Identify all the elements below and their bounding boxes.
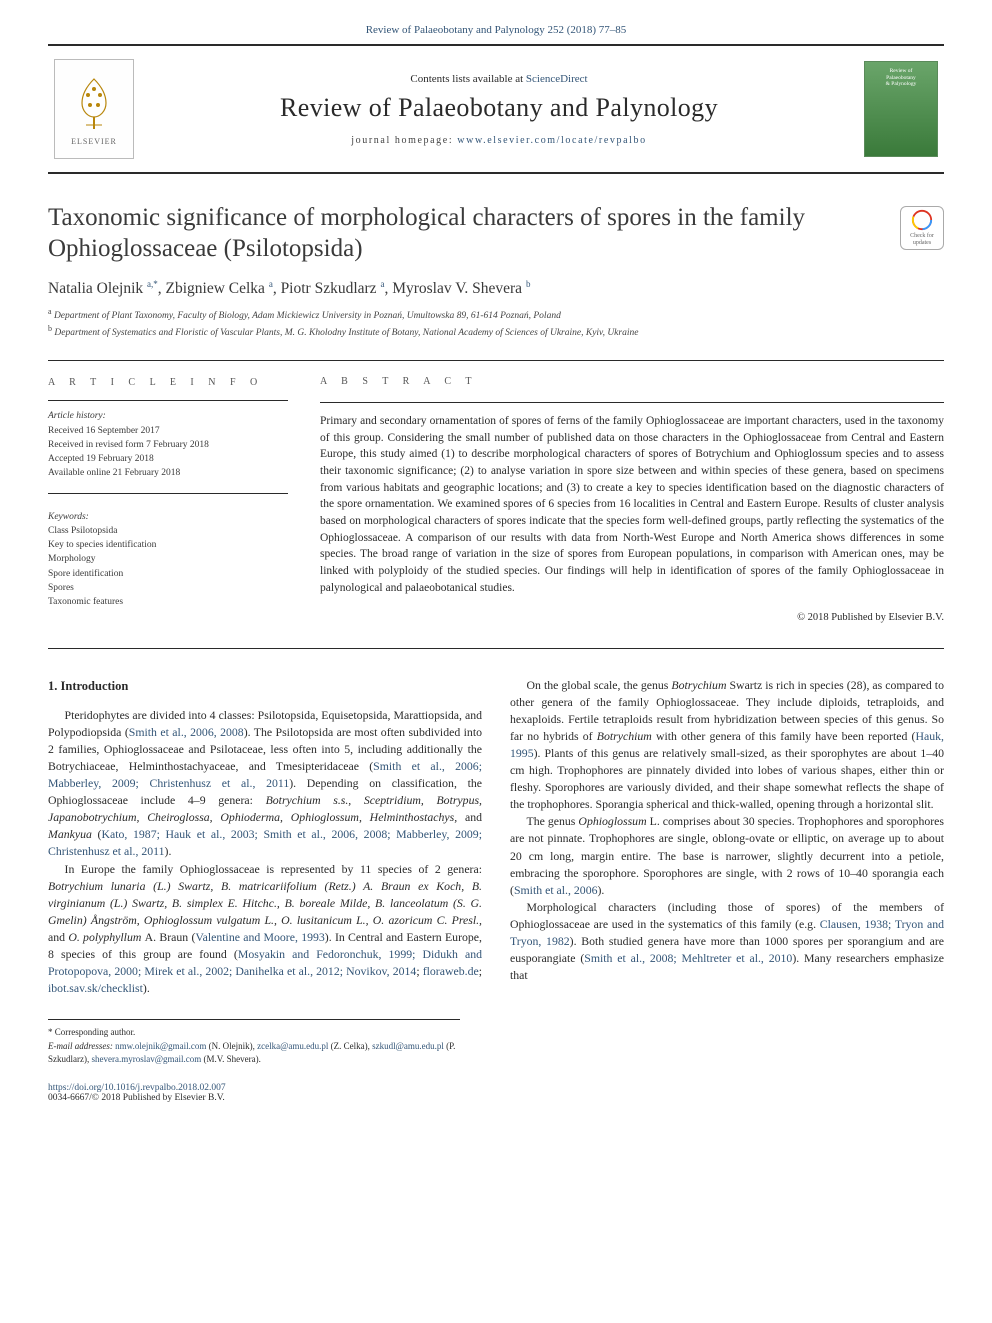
- footer-doi-block: https://doi.org/10.1016/j.revpalbo.2018.…: [48, 1083, 944, 1103]
- keyword-item: Class Psilotopsida: [48, 524, 288, 538]
- crossmark-badge[interactable]: Check for updates: [900, 206, 944, 250]
- history-online: Available online 21 February 2018: [48, 466, 288, 480]
- abstract-heading: A B S T R A C T: [320, 375, 944, 390]
- text: and: [465, 810, 482, 824]
- article-info-sidebar: A R T I C L E I N F O Article history: R…: [48, 375, 288, 625]
- genus: Mankyua: [48, 827, 92, 841]
- ref-link[interactable]: Valentine and Moore, 1993: [195, 930, 324, 944]
- p4-prefix: The genus: [527, 814, 579, 828]
- citation-link[interactable]: Review of Palaeobotany and Palynology 25…: [366, 24, 627, 36]
- journal-homepage-link[interactable]: www.elsevier.com/locate/revpalbo: [457, 135, 646, 146]
- abstract-text: Primary and secondary ornamentation of s…: [320, 413, 944, 596]
- article-title: Taxonomic significance of morphological …: [48, 202, 888, 265]
- body-text: 1. Introduction Pteridophytes are divide…: [48, 677, 944, 998]
- text: (Z. Celka),: [328, 1041, 372, 1051]
- cover-line-3: & Palynology: [886, 81, 917, 88]
- elsevier-tree-icon: [70, 73, 118, 133]
- issn-copyright-line: 0034-6667/© 2018 Published by Elsevier B…: [48, 1093, 225, 1103]
- contents-line: Contents lists available at ScienceDirec…: [134, 73, 864, 85]
- affiliations: a Department of Plant Taxonomy, Faculty …: [48, 306, 944, 341]
- section-heading-intro: 1. Introduction: [48, 677, 482, 695]
- ref-link[interactable]: floraweb.de: [423, 964, 479, 978]
- running-head-citation: Review of Palaeobotany and Palynology 25…: [48, 24, 944, 36]
- footnotes: * Corresponding author. E-mail addresses…: [48, 1019, 460, 1067]
- contents-prefix: Contents lists available at: [410, 73, 525, 85]
- genus: Botrychium: [597, 729, 656, 743]
- genus: Ophioglossum: [578, 814, 649, 828]
- text: with other genera of this family have be…: [656, 729, 916, 743]
- email-link[interactable]: zcelka@amu.edu.pl: [257, 1041, 328, 1051]
- affiliation-a: Department of Plant Taxonomy, Faculty of…: [54, 311, 561, 321]
- keyword-item: Morphology: [48, 552, 288, 566]
- journal-name: Review of Palaeobotany and Palynology: [134, 93, 864, 123]
- keyword-item: Key to species identification: [48, 538, 288, 552]
- text: ). Plants of this genus are relatively s…: [510, 746, 944, 811]
- history-received: Received 16 September 2017: [48, 424, 288, 438]
- history-label: Article history:: [48, 409, 288, 423]
- cover-line-1: Review of: [890, 68, 913, 75]
- text: ).: [598, 883, 605, 897]
- text: and: [48, 930, 68, 944]
- doi-link[interactable]: https://doi.org/10.1016/j.revpalbo.2018.…: [48, 1083, 226, 1093]
- ref-link[interactable]: Kato, 1987; Hauk et al., 2003; Smith et …: [48, 827, 482, 858]
- divider: [48, 360, 944, 361]
- journal-cover-thumbnail: Review of Palaeobotany & Palynology: [864, 61, 938, 157]
- text: (M.V. Shevera).: [201, 1054, 261, 1064]
- genus: Botrychium: [671, 678, 729, 692]
- divider: [48, 648, 944, 649]
- sciencedirect-link[interactable]: ScienceDirect: [526, 73, 588, 85]
- cover-line-2: Palaeobotany: [886, 75, 916, 82]
- crossmark-label: Check for updates: [901, 233, 943, 246]
- text: A. Braun (: [145, 930, 196, 944]
- elsevier-wordmark: ELSEVIER: [71, 137, 117, 146]
- email-label: E-mail addresses:: [48, 1041, 115, 1051]
- history-revised: Received in revised form 7 February 2018: [48, 438, 288, 452]
- keyword-item: Spores: [48, 581, 288, 595]
- species: O. polyphyllum: [68, 930, 144, 944]
- keyword-item: Taxonomic features: [48, 595, 288, 609]
- keyword-item: Spore identification: [48, 567, 288, 581]
- elsevier-logo: ELSEVIER: [54, 59, 134, 159]
- email-link[interactable]: nmw.olejnik@gmail.com: [115, 1041, 206, 1051]
- ref-link[interactable]: Smith et al., 2006: [514, 883, 598, 897]
- ref-link[interactable]: Smith et al., 2008; Mehltreter et al., 2…: [584, 951, 792, 965]
- email-link[interactable]: shevera.myroslav@gmail.com: [91, 1054, 201, 1064]
- text: (N. Olejnik),: [206, 1041, 257, 1051]
- ref-link[interactable]: Mosyakin and Fedoronchuk, 1999;: [238, 947, 423, 961]
- divider: [320, 402, 944, 403]
- abstract-block: A B S T R A C T Primary and secondary or…: [320, 375, 944, 625]
- article-info-heading: A R T I C L E I N F O: [48, 375, 288, 390]
- copyright-line: © 2018 Published by Elsevier B.V.: [320, 610, 944, 625]
- p3-prefix: On the global scale, the genus: [527, 678, 672, 692]
- crossmark-icon: [911, 209, 933, 231]
- text: ;: [479, 964, 482, 978]
- text: ).: [143, 981, 150, 995]
- corresponding-author-note: * Corresponding author.: [48, 1026, 460, 1040]
- email-link[interactable]: szkudl@amu.edu.pl: [372, 1041, 444, 1051]
- journal-masthead: ELSEVIER Contents lists available at Sci…: [48, 44, 944, 174]
- homepage-prefix: journal homepage:: [351, 135, 457, 146]
- species-list: Botrychium lunaria (L.) Swartz, B. matri…: [48, 879, 482, 927]
- divider: [48, 400, 288, 401]
- ref-link[interactable]: ibot.sav.sk/checklist: [48, 981, 143, 995]
- affiliation-b: Department of Systematics and Floristic …: [54, 328, 638, 338]
- text: ).: [165, 844, 172, 858]
- keywords-list: Class PsilotopsidaKey to species identif…: [48, 524, 288, 610]
- keywords-label: Keywords:: [48, 510, 288, 524]
- journal-homepage-line: journal homepage: www.elsevier.com/locat…: [134, 135, 864, 146]
- divider: [48, 493, 288, 494]
- author-list: Natalia Olejnik a,*, Zbigniew Celka a, P…: [48, 279, 944, 298]
- history-accepted: Accepted 19 February 2018: [48, 452, 288, 466]
- p2-prefix: In Europe the family Ophioglossaceae is …: [65, 862, 482, 876]
- ref-link[interactable]: Smith et al., 2006, 2008: [129, 725, 244, 739]
